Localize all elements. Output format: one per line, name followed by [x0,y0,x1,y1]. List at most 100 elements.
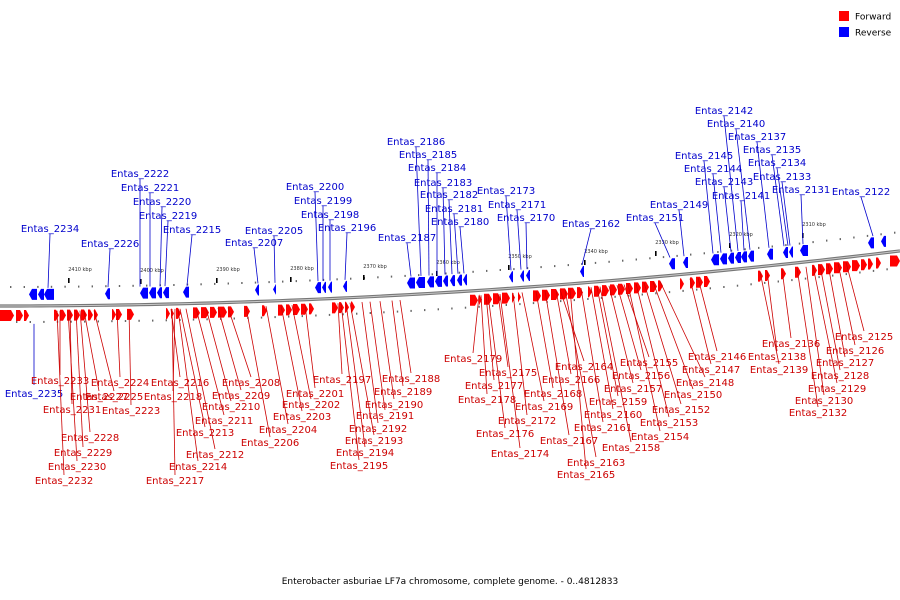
gene-label: Entas_2193 [345,302,403,447]
gene-label: Entas_2207 [225,238,283,284]
gene-label: Entas_2144 [684,164,742,253]
gene-label: Entas_2229 [54,310,112,459]
forward-gene-block [470,294,478,306]
forward-gene-block [852,260,860,272]
gene-name: Entas_2186 [387,137,445,148]
reverse-gene-block [881,235,886,247]
leader-line [177,308,199,462]
gene-label: Entas_2228 [61,310,119,444]
gene-label: Entas_2183 [414,178,472,275]
tick-dot [124,320,127,322]
tick-dot [78,285,80,288]
gene-label: Entas_2138 [748,270,806,363]
gene-name: Entas_2210 [202,402,260,413]
tick-dot [342,313,344,316]
forward-gene-block [758,270,763,282]
tick-dot [614,295,616,298]
leader-line [805,266,825,396]
leader-line [590,287,614,410]
leader-line [845,262,865,332]
gene-label: Entas_2169 [515,292,573,413]
gene-name: Entas_2163 [567,458,625,469]
gene-label: Entas_2153 [635,283,698,429]
tick-dot [64,285,66,288]
legend-item-forward: Forward [839,11,891,23]
leader-line [273,235,276,283]
reverse-gene-block [711,254,719,266]
gene-name: Entas_2160 [584,410,642,421]
major-tick [290,277,292,282]
leader-line [93,310,115,392]
gene-label: Entas_2189 [374,300,432,398]
forward-gene-block [618,283,625,295]
gene-name: Entas_2212 [186,450,244,461]
reverse-gene-block [683,257,688,269]
leader-line [723,186,732,252]
legend-swatch [839,27,849,37]
tick-dot [717,251,719,253]
gene-name: Entas_2162 [562,219,620,230]
gene-name: Entas_2229 [54,448,112,459]
tick-dot [519,303,521,306]
leader-line [67,310,78,462]
gene-label: Entas_2177 [465,294,523,392]
scale-tick-label: 2340 kbp [584,249,608,255]
tick-dot [513,268,515,271]
leader-line [361,302,379,424]
gene-name: Entas_2196 [318,223,376,234]
gene-name: Entas_2225 [85,392,143,403]
tick-dot [750,283,752,286]
leader-line [781,181,791,246]
tick-dot [282,280,284,283]
leader-line [800,194,804,245]
gene-name: Entas_2179 [444,354,502,365]
tick-dot [396,310,399,313]
reverse-gene-block [29,288,37,300]
gene-label: Entas_2172 [498,293,556,427]
forward-gene-block [650,280,657,292]
forward-gene-block [166,308,170,320]
gene-name: Entas_2207 [225,238,283,249]
leader-line [245,306,271,438]
forward-gene-block [826,263,833,275]
gene-name: Entas_2156 [612,371,670,382]
gene-name: Entas_2153 [640,418,698,429]
leader-line [756,141,770,248]
leader-line [415,146,422,276]
tick-dot [437,308,439,311]
gene-name: Entas_2231 [43,405,101,416]
leader-line [627,284,661,432]
leader-line [525,222,528,270]
gene-label: Entas_2150 [652,281,722,401]
tick-dot [532,302,535,305]
reverse-gene-block [140,287,148,299]
reverse-gene-block [255,284,259,296]
leader-line [406,242,412,277]
gene-label: Entas_2143 [695,177,753,252]
gene-name: Entas_2190 [365,400,423,411]
reverse-gene-block [741,251,747,263]
tick-dot [505,304,507,306]
gene-label: Entas_2130 [795,266,853,407]
scale-tick-label: 2390 kbp [216,267,240,273]
tick-dot [845,273,847,276]
tick-dot [192,318,195,321]
leader-line [643,282,682,405]
reverse-gene-block [435,275,442,287]
forward-gene-block [518,291,521,303]
tick-dot [105,285,107,288]
tick-dot [464,306,467,309]
gene-name: Entas_2230 [48,462,106,473]
gene-name: Entas_2159 [589,397,647,408]
tick-dot [587,298,589,300]
tick-dot [791,279,793,282]
tick-dot [410,309,412,312]
tick-dot [138,319,140,322]
forward-gene-block [626,283,633,295]
gene-name: Entas_2213 [176,428,234,439]
leader-line [535,291,554,389]
leader-line [654,222,671,258]
gene-name: Entas_2135 [743,145,801,156]
tick-dot [233,317,235,320]
gene-name: Entas_2172 [498,416,556,427]
